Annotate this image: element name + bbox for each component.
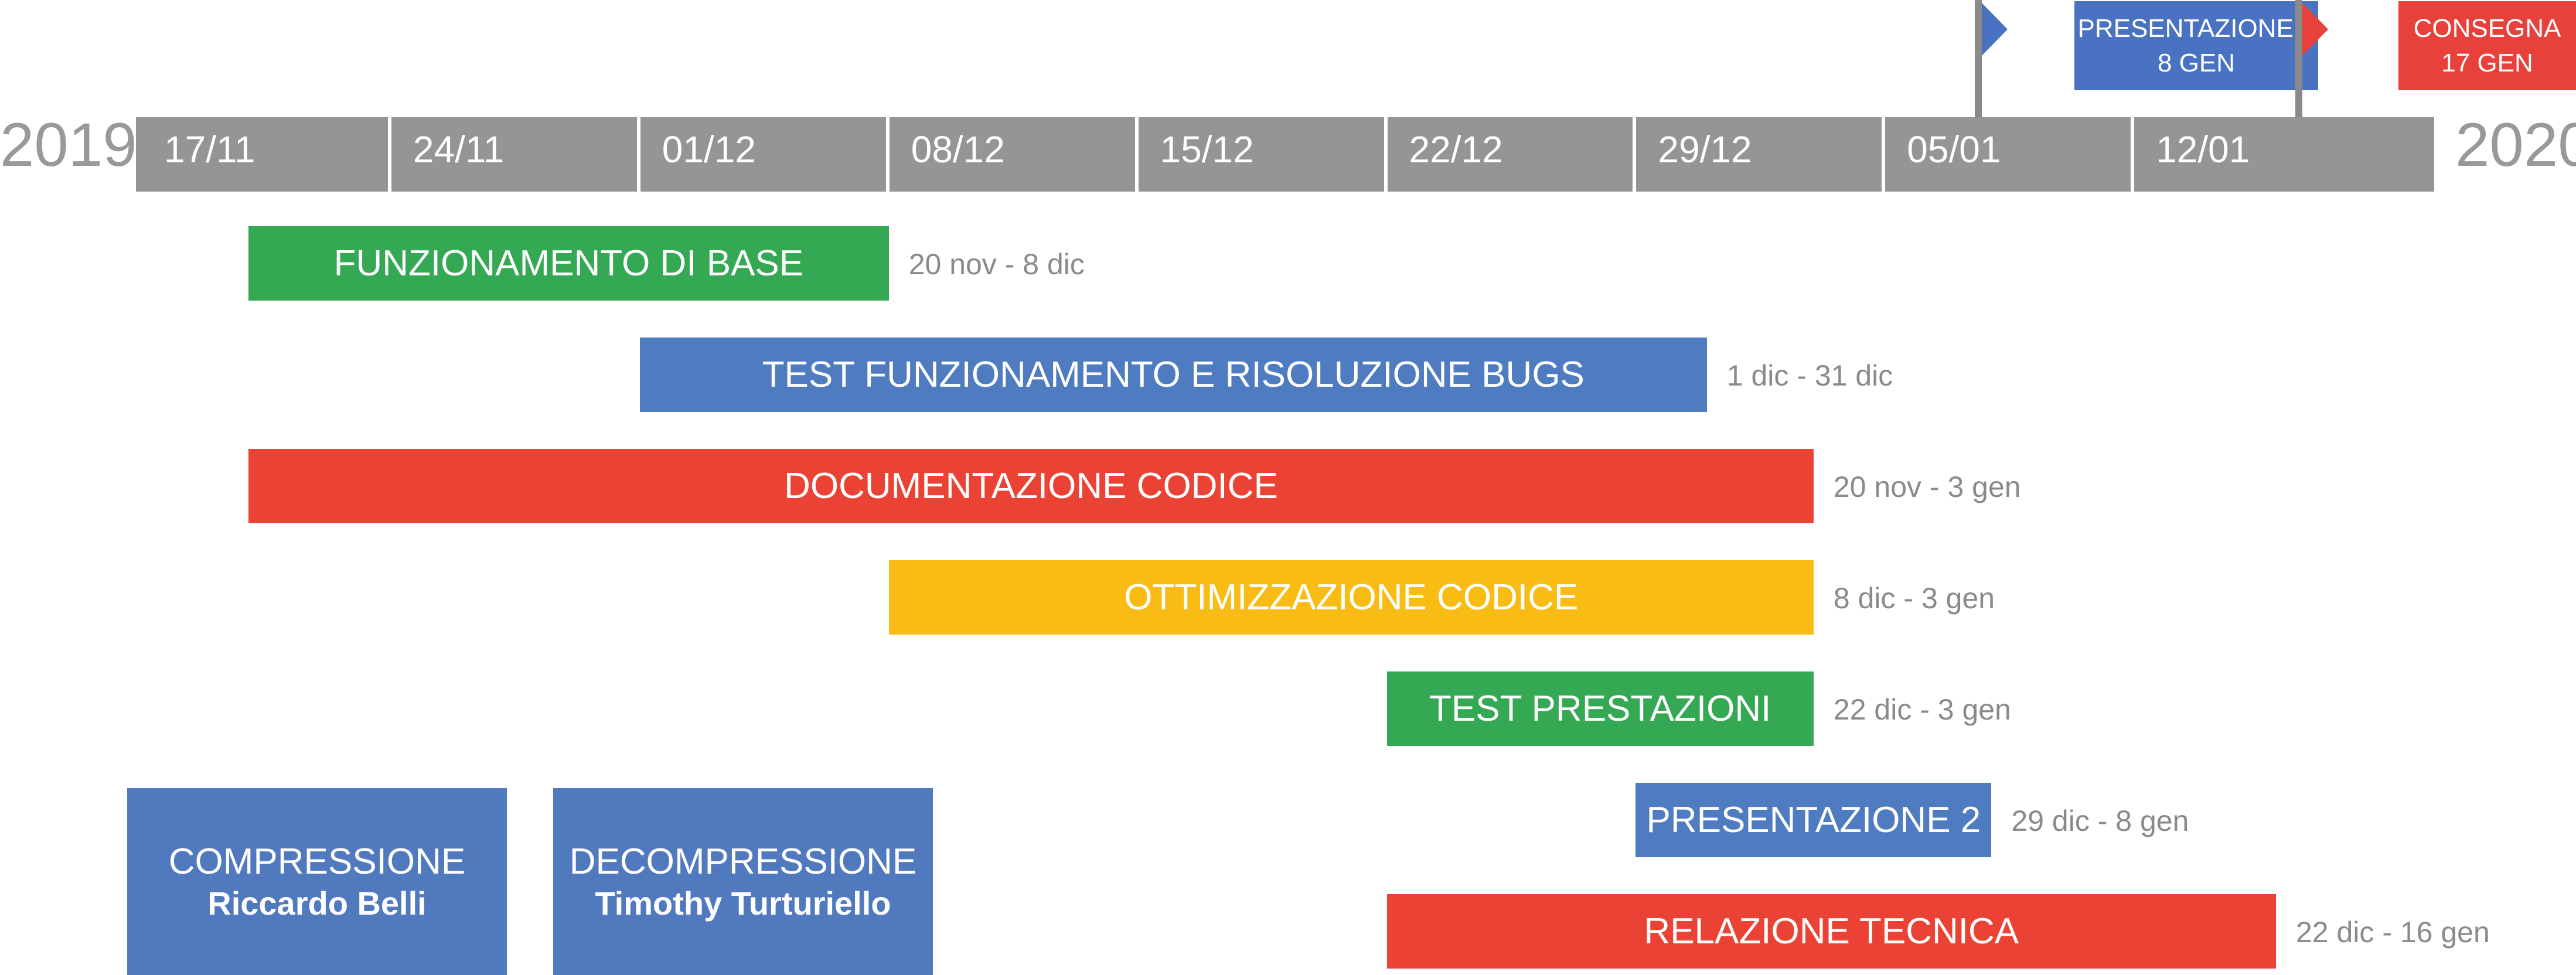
- milestone-flag-icon: [1982, 3, 2008, 56]
- axis-tick-label: 12/01: [2156, 128, 2250, 171]
- team-area: DECOMPRESSIONE: [569, 841, 917, 882]
- team-person: Timothy Turturiello: [595, 885, 891, 922]
- milestone-pole: [1975, 0, 1982, 117]
- task-date-range: 20 nov - 8 dic: [908, 248, 1085, 281]
- year-end-label: 2020: [2455, 111, 2576, 179]
- milestone-label: CONSEGNA 17 GEN: [2398, 1, 2576, 90]
- task-date-range: 20 nov - 3 gen: [1833, 471, 2021, 503]
- timeline-axis: [136, 117, 2434, 192]
- axis-tick-label: 29/12: [1658, 128, 1752, 171]
- team-area: COMPRESSIONE: [168, 841, 466, 882]
- year-start-label: 2019: [0, 111, 137, 179]
- task-bar: TEST PRESTAZIONI: [1386, 671, 1814, 746]
- team-box-compression: COMPRESSIONE Riccardo Belli: [127, 788, 507, 975]
- axis-tick-label: 08/12: [911, 128, 1005, 171]
- task-bar: RELAZIONE TECNICA: [1386, 894, 2276, 969]
- milestone-date: 17 GEN: [2441, 49, 2533, 77]
- task-bar: FUNZIONAMENTO DI BASE: [248, 226, 889, 301]
- milestone-name: PRESENTAZIONE 2: [2077, 13, 2315, 43]
- axis-tick-label: 17/11: [164, 128, 255, 171]
- axis-tick-separator: [636, 117, 640, 192]
- axis-tick-separator: [1882, 117, 1886, 192]
- axis-tick-label: 22/12: [1409, 128, 1503, 171]
- task-date-range: 8 dic - 3 gen: [1833, 582, 1995, 615]
- task-date-range: 22 dic - 16 gen: [2296, 916, 2490, 949]
- axis-tick-label: 15/12: [1160, 128, 1254, 171]
- axis-tick-separator: [885, 117, 890, 192]
- milestone-pole: [2295, 0, 2302, 117]
- team-person: Riccardo Belli: [207, 885, 427, 922]
- axis-tick-separator: [387, 117, 391, 192]
- axis-tick-separator: [1633, 117, 1637, 192]
- axis-tick-separator: [1384, 117, 1388, 192]
- axis-tick-label: 01/12: [662, 128, 756, 171]
- milestone-name: CONSEGNA: [2413, 13, 2561, 43]
- team-box-decompression: DECOMPRESSIONE Timothy Turturiello: [553, 788, 933, 975]
- axis-tick-separator: [1134, 117, 1139, 192]
- milestone-date: 8 GEN: [2157, 49, 2236, 77]
- axis-tick-label: 05/01: [1907, 128, 2001, 171]
- task-bar: PRESENTAZIONE 2: [1635, 783, 1992, 857]
- milestone-flag-icon: [2302, 3, 2328, 56]
- task-date-range: 1 dic - 31 dic: [1726, 359, 1893, 392]
- task-date-range: 29 dic - 8 gen: [2011, 804, 2189, 837]
- task-bar: OTTIMIZZAZIONE CODICE: [888, 560, 1814, 635]
- axis-tick-label: 24/11: [413, 128, 505, 171]
- task-date-range: 22 dic - 3 gen: [1833, 693, 2011, 726]
- task-bar: DOCUMENTAZIONE CODICE: [248, 449, 1814, 523]
- task-bar: TEST FUNZIONAMENTO E RISOLUZIONE BUGS: [639, 338, 1707, 412]
- axis-tick-separator: [2131, 117, 2135, 192]
- milestone-label: PRESENTAZIONE 2 8 GEN: [2074, 1, 2318, 90]
